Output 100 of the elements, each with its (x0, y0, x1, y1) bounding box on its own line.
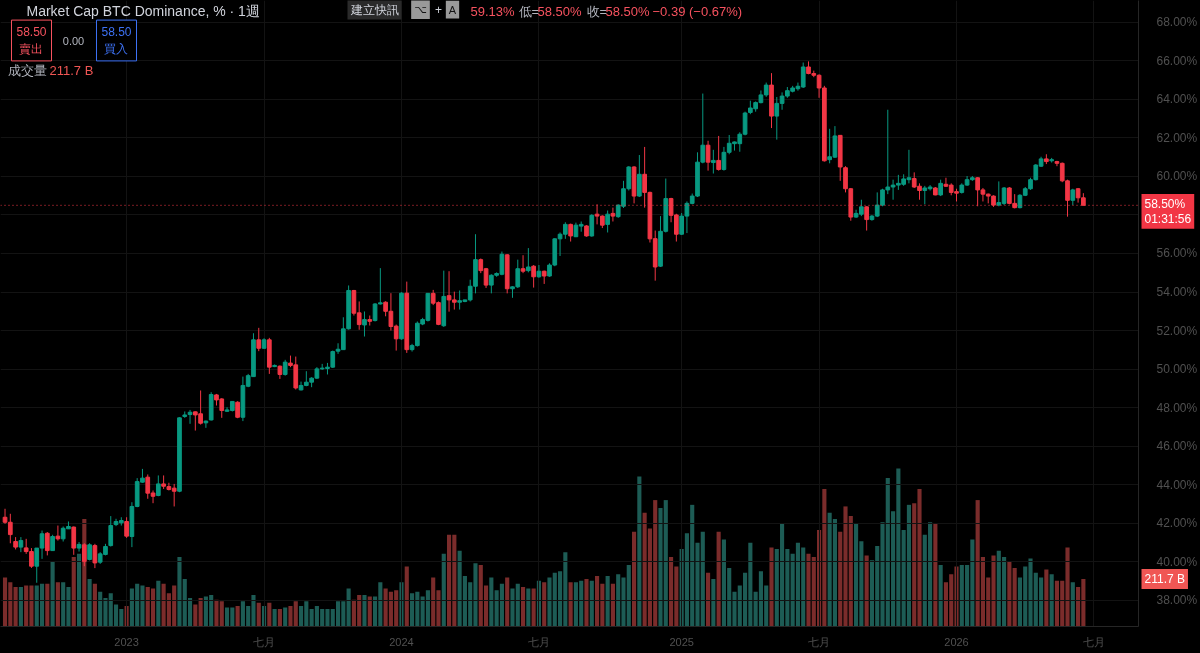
annotation: 成交量 (7, 63, 47, 78)
y-tick-label: 50.00% (1156, 362, 1198, 377)
x-tick-label: 2023 (114, 635, 139, 648)
bar (256, 602, 261, 627)
bar (441, 553, 446, 627)
bar (362, 594, 367, 627)
bar (637, 476, 642, 627)
candlestick (7, 513, 13, 544)
y-tick-label: 68.00% (1156, 15, 1198, 30)
candlestick (531, 264, 536, 289)
bar (367, 596, 372, 627)
bar (446, 534, 452, 627)
bar (399, 582, 404, 627)
bar (76, 553, 82, 627)
bar (1070, 582, 1075, 627)
bar (568, 582, 573, 627)
bar (711, 579, 716, 627)
x-tick-label: 七月 (253, 635, 276, 648)
y-tick-label: 42.00% (1156, 516, 1198, 531)
annotation: 211.7 B (49, 63, 94, 78)
bar (277, 609, 282, 627)
bar (542, 582, 547, 627)
x-tick-label: 2026 (944, 635, 969, 648)
bar (425, 590, 430, 627)
candlestick (705, 140, 711, 172)
y-tick-label: 46.00% (1156, 439, 1198, 454)
annotation: A (448, 3, 457, 16)
annotation: 58.50 買入 (101, 25, 132, 56)
bar (235, 605, 240, 627)
annotation: 0.00 (62, 34, 85, 47)
bar (267, 602, 272, 627)
y-tick-label: 66.00% (1156, 53, 1198, 68)
bar (198, 598, 203, 627)
candlestick (520, 254, 526, 274)
candlestick (711, 149, 716, 175)
bar (610, 583, 615, 627)
candlestick (76, 541, 82, 553)
bar (298, 605, 304, 627)
annotation: 建立快訊 (349, 2, 399, 17)
ref-line-label: 58.50% (1144, 196, 1186, 211)
bar (45, 583, 50, 627)
bar (531, 588, 536, 627)
bar (489, 577, 494, 627)
candlestick (362, 310, 367, 338)
candlestick (124, 516, 129, 539)
candlestick (55, 525, 61, 542)
bar (526, 588, 531, 627)
bar (283, 607, 288, 627)
bar (1054, 580, 1060, 627)
bar (521, 587, 526, 627)
y-tick-label: 38.00% (1156, 593, 1198, 608)
bar (55, 582, 60, 627)
y-tick-label: 52.00% (1156, 323, 1198, 338)
bar (39, 583, 45, 627)
bar (605, 575, 610, 627)
x-tick-label: 七月 (808, 635, 831, 648)
chart-title: Market Cap BTC Dominance, % · 1週 (26, 3, 260, 19)
y-tick-label: 62.00% (1156, 130, 1198, 145)
bar (404, 566, 409, 627)
y-tick-label: 44.00% (1156, 477, 1198, 492)
bar (150, 588, 156, 627)
candlestick (108, 515, 114, 548)
bar (933, 523, 938, 627)
bar (71, 556, 76, 627)
candlestick (610, 207, 616, 222)
candlestick (44, 531, 50, 556)
bar (2, 577, 8, 627)
text: 211.7 B (1144, 572, 1185, 587)
candlestick (525, 247, 531, 273)
bar (854, 523, 859, 627)
bar (906, 504, 911, 627)
x-tick-label: 2025 (669, 635, 694, 648)
annotation: 58.50 賣出 (16, 25, 47, 56)
bar (50, 561, 55, 627)
y-tick-label: 54.00% (1156, 285, 1198, 300)
candlestick (18, 536, 24, 553)
bar (864, 555, 869, 627)
annotation: + (435, 3, 443, 17)
bar (156, 580, 161, 627)
y-tick-label: 60.00% (1156, 169, 1198, 184)
x-tick-label: 2024 (389, 635, 414, 648)
y-tick-label: 56.00% (1156, 246, 1198, 261)
bar (706, 572, 711, 627)
candlestick (536, 264, 542, 279)
bar (595, 575, 600, 627)
x-tick-label: 七月 (1082, 635, 1105, 648)
bar (193, 604, 198, 627)
candlestick (256, 327, 262, 352)
bar (224, 607, 230, 627)
bar (346, 588, 351, 627)
bar (272, 609, 277, 627)
candlestick (637, 154, 642, 198)
candlestick (81, 542, 87, 567)
annotation: ⌥ (414, 3, 427, 16)
bar (632, 531, 637, 627)
bar (938, 564, 943, 627)
y-tick-label: 40.00% (1156, 554, 1198, 569)
candlestick (716, 135, 721, 172)
bar (669, 556, 674, 627)
bar (1044, 569, 1049, 627)
